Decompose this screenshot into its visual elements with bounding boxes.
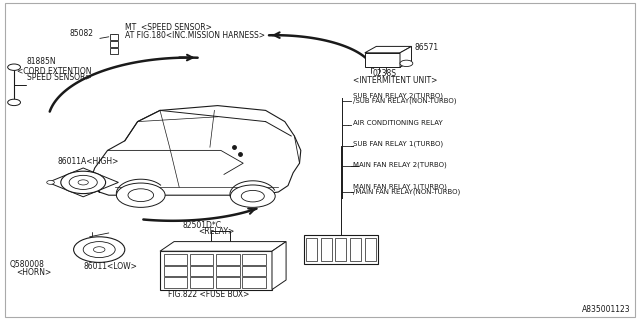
Circle shape	[78, 180, 88, 185]
Text: Q580008: Q580008	[10, 260, 44, 269]
Bar	[216, 266, 239, 276]
Bar	[190, 266, 214, 276]
Polygon shape	[365, 46, 412, 53]
Text: <HORN>: <HORN>	[16, 268, 51, 276]
Circle shape	[116, 183, 165, 207]
Circle shape	[8, 64, 20, 70]
Bar	[110, 34, 118, 40]
Bar	[350, 238, 361, 261]
Circle shape	[128, 189, 154, 202]
Text: AT FIG.180<INC.MISSION HARNESS>: AT FIG.180<INC.MISSION HARNESS>	[125, 31, 266, 40]
Bar	[164, 266, 188, 276]
Bar	[242, 266, 266, 276]
Text: <CORD EXTENTION: <CORD EXTENTION	[17, 67, 92, 76]
Text: 0238S: 0238S	[372, 69, 396, 78]
Text: AIR CONDITIONING RELAY: AIR CONDITIONING RELAY	[353, 120, 442, 126]
Bar	[242, 254, 266, 265]
Text: 81885N: 81885N	[27, 57, 56, 66]
Bar	[110, 41, 118, 47]
Text: SUB FAN RELAY 2(TURBO): SUB FAN RELAY 2(TURBO)	[353, 93, 443, 99]
Bar	[190, 254, 214, 265]
Circle shape	[93, 247, 105, 252]
Text: 86571: 86571	[415, 43, 439, 52]
Bar	[321, 238, 332, 261]
Polygon shape	[272, 242, 286, 290]
Circle shape	[241, 190, 264, 202]
Polygon shape	[400, 46, 412, 67]
Bar	[164, 254, 188, 265]
Text: MAIN FAN RELAY 1(TURBO): MAIN FAN RELAY 1(TURBO)	[353, 184, 447, 190]
Text: FIG.822 <FUSE BOX>: FIG.822 <FUSE BOX>	[168, 290, 249, 299]
Text: 85082: 85082	[69, 29, 93, 38]
Circle shape	[83, 242, 115, 258]
Text: MAIN FAN RELAY 2(TURBO): MAIN FAN RELAY 2(TURBO)	[353, 162, 446, 168]
Bar	[304, 235, 378, 264]
Bar	[216, 254, 239, 265]
Bar	[160, 251, 272, 290]
Text: 86011A<HIGH>: 86011A<HIGH>	[58, 157, 119, 166]
Text: <RELAY>: <RELAY>	[198, 227, 235, 236]
Text: SUB FAN RELAY 1(TURBO): SUB FAN RELAY 1(TURBO)	[353, 141, 443, 147]
Circle shape	[69, 175, 97, 189]
Polygon shape	[48, 168, 118, 197]
Circle shape	[47, 180, 54, 184]
Circle shape	[400, 60, 413, 67]
Circle shape	[61, 171, 106, 194]
Bar	[242, 277, 266, 288]
Text: A835001123: A835001123	[582, 305, 630, 314]
Bar	[216, 277, 239, 288]
Text: SPEED SENSOR>: SPEED SENSOR>	[27, 73, 92, 82]
Text: <INTERMITENT UNIT>: <INTERMITENT UNIT>	[353, 76, 438, 84]
Bar	[335, 238, 346, 261]
Text: 86011<LOW>: 86011<LOW>	[83, 262, 137, 271]
Bar	[190, 277, 214, 288]
Bar	[306, 238, 317, 261]
Circle shape	[230, 185, 275, 207]
Bar	[110, 48, 118, 54]
Circle shape	[74, 237, 125, 262]
Bar	[365, 53, 400, 67]
Text: MT  <SPEED SENSOR>: MT <SPEED SENSOR>	[125, 23, 212, 32]
Polygon shape	[160, 242, 286, 251]
Bar	[211, 231, 230, 243]
Bar	[164, 277, 188, 288]
Circle shape	[8, 99, 20, 106]
Text: /SUB FAN RELAY(NON-TURBO): /SUB FAN RELAY(NON-TURBO)	[353, 98, 456, 104]
Text: /MAIN FAN RELAY(NON-TURBO): /MAIN FAN RELAY(NON-TURBO)	[353, 189, 460, 195]
Bar	[365, 238, 376, 261]
Text: 82501D*C: 82501D*C	[182, 221, 221, 230]
